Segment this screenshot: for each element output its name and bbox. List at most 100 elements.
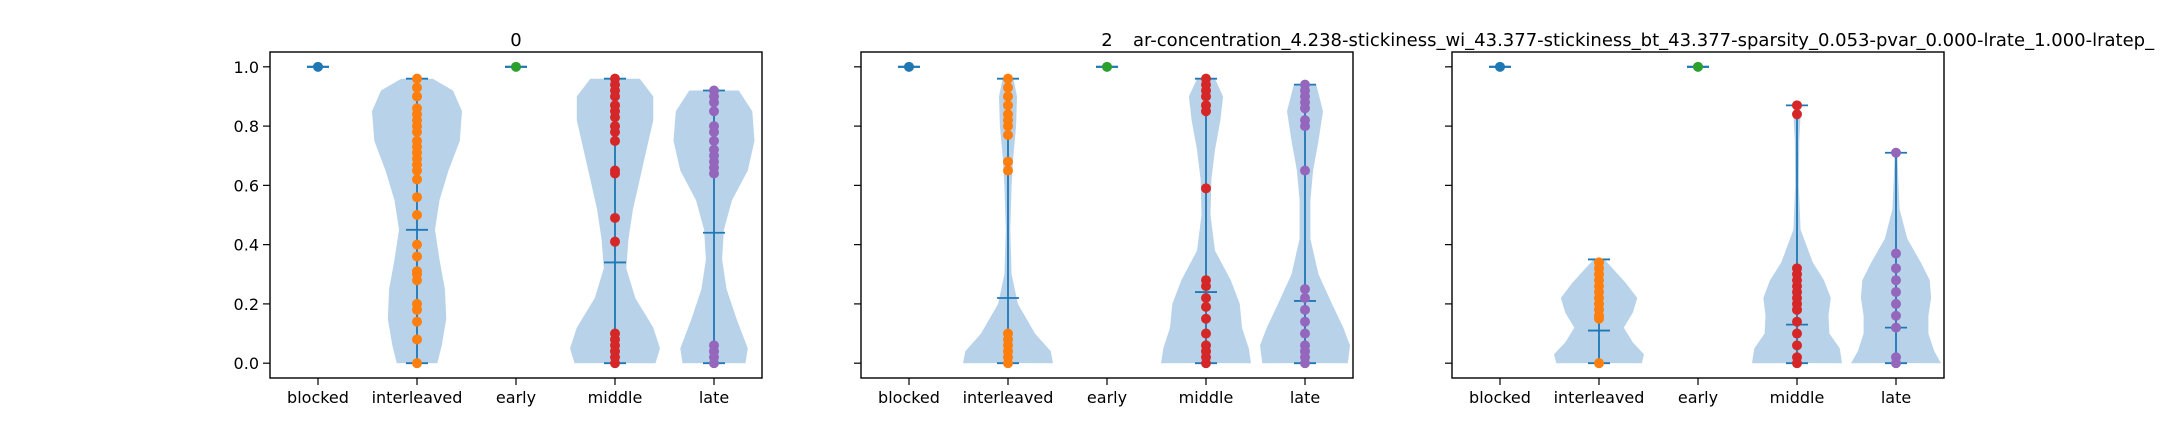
data-point-interleaved: [412, 239, 422, 250]
data-point-interleaved: [1003, 165, 1013, 176]
data-point-blocked: [904, 61, 914, 72]
data-point-interleaved: [412, 192, 422, 203]
x-tick-label-blocked: blocked: [878, 388, 940, 407]
data-point-middle: [1792, 328, 1802, 339]
data-point-late: [1300, 79, 1310, 90]
data-point-middle: [610, 328, 620, 339]
data-point-interleaved: [1003, 100, 1013, 111]
data-point-blocked: [1495, 61, 1505, 72]
data-point-middle: [1792, 340, 1802, 351]
data-point-middle: [610, 165, 620, 176]
data-point-middle: [1792, 100, 1802, 111]
panel-title: 2: [1101, 30, 1112, 51]
data-point-middle: [610, 236, 620, 247]
data-point-early: [1693, 61, 1703, 72]
data-point-interleaved: [412, 103, 422, 114]
data-point-late: [1300, 165, 1310, 176]
data-point-interleaved: [412, 73, 422, 84]
data-point-middle: [610, 212, 620, 223]
x-tick-label-late: late: [699, 388, 729, 407]
data-point-interleaved: [1003, 82, 1013, 93]
data-point-late: [709, 135, 719, 146]
data-point-interleaved: [1003, 129, 1013, 140]
panel-0: 0.0 0.2 0.4 0.6 0.8 1.0 blocked interleaved earl…: [234, 30, 763, 407]
data-point-interleaved: [412, 358, 422, 369]
data-point-middle: [1792, 316, 1802, 327]
data-point-interleaved: [1003, 91, 1013, 102]
panel-1: blocked interleaved early middle late 2: [854, 30, 1354, 407]
data-point-late: [1891, 310, 1901, 321]
x-tick-label-middle: middle: [1179, 388, 1234, 407]
x-tick-label-middle: middle: [588, 388, 643, 407]
data-point-interleaved: [412, 82, 422, 93]
axes-frame: [1451, 51, 1945, 379]
data-point-middle: [1201, 100, 1211, 111]
data-point-late: [709, 340, 719, 351]
x-tick-label-blocked: blocked: [1469, 388, 1531, 407]
data-point-late: [1300, 115, 1310, 126]
data-point-late: [1891, 298, 1901, 309]
y-tick-label: 0.2: [234, 295, 259, 314]
data-point-late: [1300, 304, 1310, 315]
panel-title: 0: [510, 30, 521, 51]
data-point-late: [1891, 275, 1901, 286]
data-point-late: [709, 85, 719, 96]
data-point-late: [1300, 284, 1310, 295]
data-point-middle: [1792, 263, 1802, 274]
data-point-middle: [1201, 340, 1211, 351]
data-point-late: [1891, 248, 1901, 259]
x-tick-label-interleaved: interleaved: [372, 388, 463, 407]
data-point-interleaved: [1594, 358, 1604, 369]
data-point-middle: [1792, 352, 1802, 363]
axes-frame: [860, 51, 1354, 379]
data-point-middle: [610, 73, 620, 84]
data-point-late: [709, 106, 719, 117]
y-tick-label: 0.0: [234, 354, 259, 373]
data-point-early: [511, 61, 521, 72]
data-point-interleaved: [412, 316, 422, 327]
data-point-late: [1300, 292, 1310, 303]
data-point-middle: [1201, 313, 1211, 324]
y-tick-label: 1.0: [234, 58, 259, 77]
data-point-late: [709, 144, 719, 155]
x-tick-label-early: early: [1087, 388, 1127, 407]
y-tick-label: 0.6: [234, 176, 259, 195]
x-tick-label-early: early: [1678, 388, 1718, 407]
data-point-middle: [1201, 328, 1211, 339]
data-point-middle: [610, 121, 620, 132]
y-tick-label: 0.4: [234, 236, 259, 255]
data-point-late: [1891, 263, 1901, 274]
data-point-interleaved: [1003, 109, 1013, 120]
data-point-late: [1891, 287, 1901, 298]
data-point-middle: [610, 100, 620, 111]
x-tick-label-late: late: [1881, 388, 1911, 407]
panel-2: blocked interleaved early middle late: [1445, 51, 1945, 407]
figure-suptitle: ar-concentration_4.238-stickiness_wi_43.…: [1133, 30, 2155, 51]
data-point-interleaved: [412, 174, 422, 185]
data-point-middle: [610, 135, 620, 146]
data-point-interleaved: [1594, 257, 1604, 268]
data-point-interleaved: [412, 135, 422, 146]
data-point-late: [1300, 316, 1310, 327]
data-point-interleaved: [412, 298, 422, 309]
data-point-middle: [1201, 301, 1211, 312]
axes-frame: [269, 51, 763, 379]
x-tick-label-interleaved: interleaved: [963, 388, 1054, 407]
data-point-interleaved: [412, 91, 422, 102]
y-tick-label: 0.8: [234, 117, 259, 136]
data-point-middle: [1792, 109, 1802, 120]
x-tick-label-blocked: blocked: [287, 388, 349, 407]
data-point-late: [1891, 147, 1901, 158]
data-point-early: [1102, 61, 1112, 72]
data-point-interleaved: [1003, 328, 1013, 339]
data-point-late: [1300, 340, 1310, 351]
data-point-interleaved: [412, 210, 422, 220]
panels: 0.0 0.2 0.4 0.6 0.8 1.0 blocked interleaved earl…: [234, 30, 1945, 407]
data-point-interleaved: [1003, 73, 1013, 84]
x-tick-label-late: late: [1290, 388, 1320, 407]
x-tick-label-middle: middle: [1770, 388, 1825, 407]
x-tick-label-early: early: [496, 388, 536, 407]
data-point-late: [709, 121, 719, 132]
